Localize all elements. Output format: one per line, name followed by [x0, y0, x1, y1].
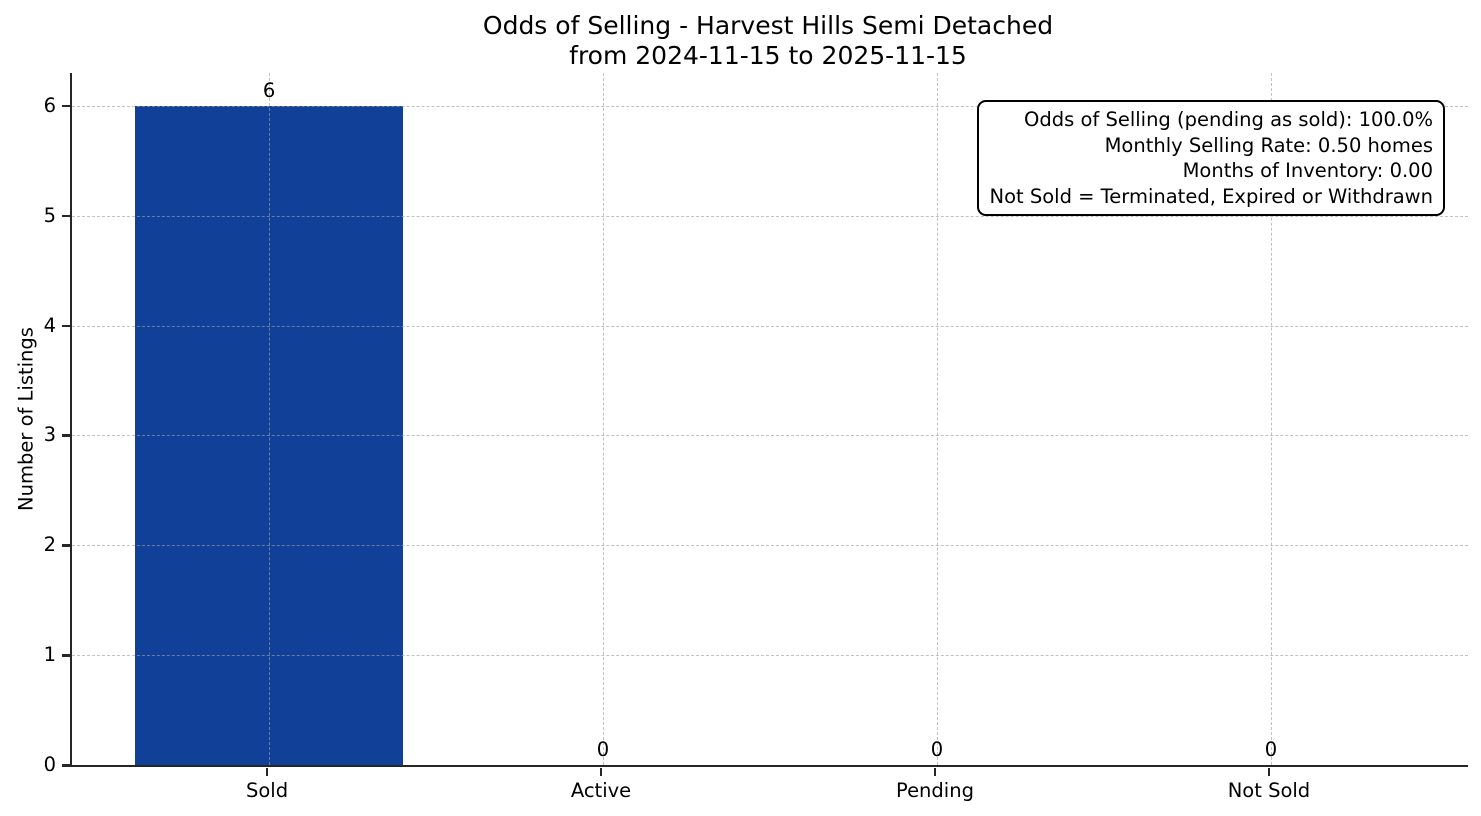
x-tick-mark [933, 767, 937, 776]
annotation-line: Not Sold = Terminated, Expired or Withdr… [989, 184, 1433, 208]
gridline-horizontal [72, 105, 1468, 107]
y-tick-label: 4 [43, 313, 56, 337]
gridline-horizontal [72, 325, 1468, 327]
bar-value-label: 0 [596, 738, 610, 761]
y-tick-label: 0 [43, 753, 56, 776]
bar-value-label: 6 [262, 78, 276, 102]
gridline-vertical [269, 73, 271, 765]
gridline-horizontal [72, 215, 1468, 217]
y-tick-label: 1 [43, 643, 56, 667]
x-tick-mark [265, 767, 269, 776]
gridline-horizontal [72, 435, 1468, 437]
y-axis-label: Number of Listings [14, 327, 38, 511]
y-tick-mark [62, 544, 70, 547]
x-tick-mark [1267, 767, 1271, 776]
y-tick-mark [62, 104, 70, 108]
gridline-horizontal [72, 545, 1468, 547]
chart-title-line1: Odds of Selling - Harvest Hills Semi Det… [482, 11, 1054, 40]
bar-value-label: 0 [930, 738, 944, 761]
plot-area: 6 0 0 0 [70, 73, 1468, 767]
y-tick-label: 5 [43, 203, 56, 227]
y-tick-label: 3 [43, 423, 56, 447]
x-tick-label-sold: Sold [245, 779, 289, 802]
gridline-horizontal [72, 655, 1468, 657]
annotation-line: Monthly Selling Rate: 0.50 homes [1104, 133, 1433, 157]
stats-annotation-box: Odds of Selling (pending as sold): 100.0… [977, 100, 1445, 216]
y-tick-mark [62, 654, 70, 657]
chart-title: Odds of Selling - Harvest Hills Semi Det… [70, 11, 1466, 71]
y-tick-label: 6 [43, 93, 56, 117]
gridline-vertical [603, 73, 604, 765]
annotation-line: Months of Inventory: 0.00 [1182, 159, 1433, 182]
x-tick-mark [599, 767, 603, 776]
y-tick-mark [62, 324, 70, 328]
annotation-line: Odds of Selling (pending as sold): 100.0… [1023, 108, 1433, 131]
y-tick-mark [62, 214, 70, 218]
chart-title-line2: from 2024-11-15 to 2025-11-15 [569, 41, 967, 70]
gridline-vertical [936, 73, 938, 765]
x-tick-label-pending: Pending [896, 779, 974, 802]
gridline-vertical [1270, 73, 1272, 765]
bar-value-label: 0 [1264, 738, 1278, 761]
y-tick-label: 2 [43, 533, 56, 557]
x-tick-label-not-sold: Not Sold [1227, 779, 1311, 802]
x-tick-label-active: Active [570, 779, 632, 802]
y-tick-mark [62, 434, 70, 437]
y-tick-mark [62, 764, 70, 767]
